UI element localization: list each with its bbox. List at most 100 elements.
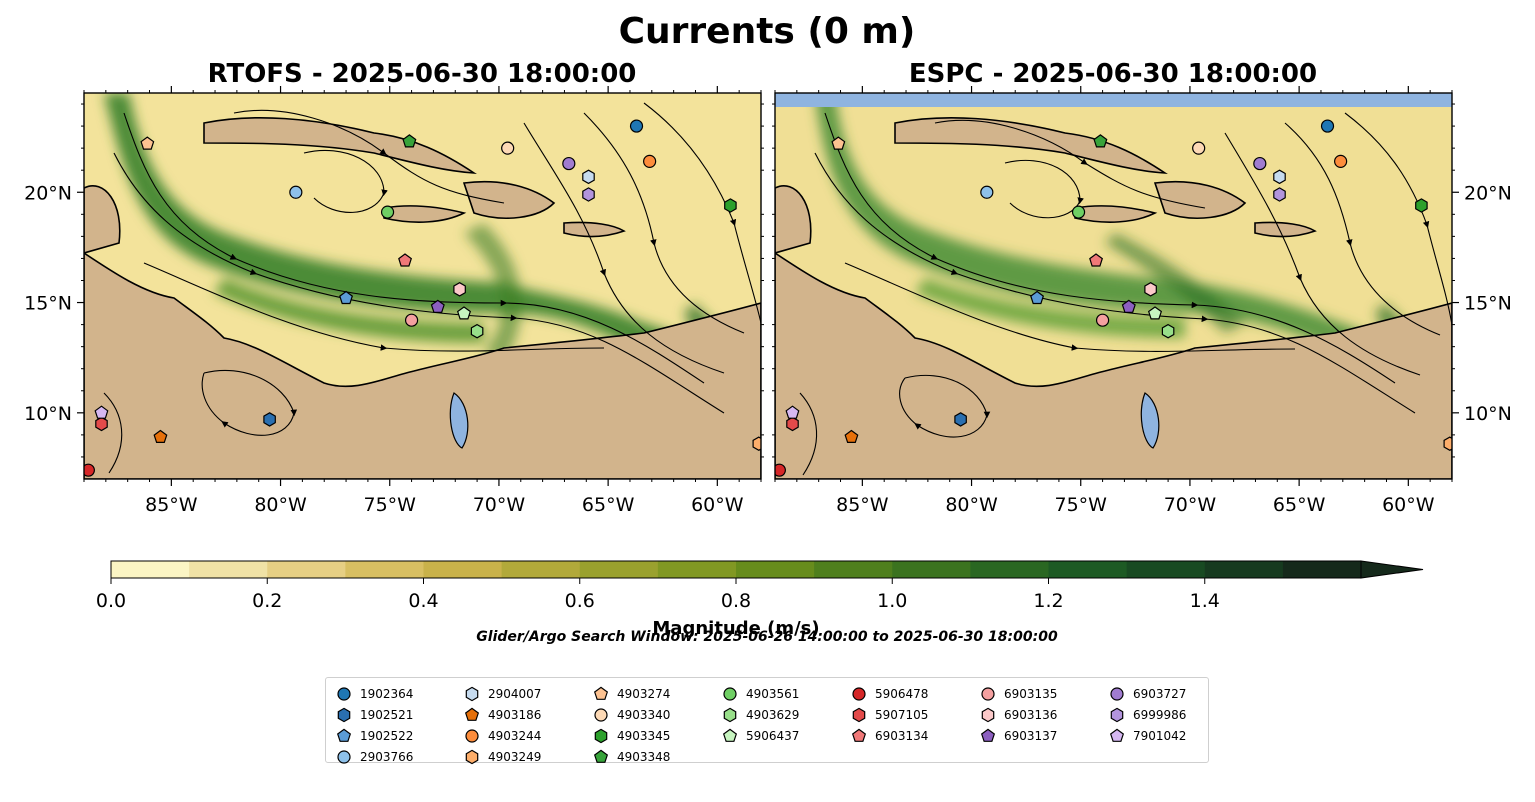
legend-marker-pentagon — [851, 728, 867, 742]
legend-item: 2903766 — [336, 746, 413, 767]
legend-marker-hexagon — [337, 707, 351, 722]
lat-tick-label: 10°N — [1464, 403, 1512, 425]
legend-marker-pentagon — [593, 686, 609, 700]
legend-label: 4903348 — [617, 749, 671, 764]
legend-marker-pentagon — [980, 728, 996, 742]
colorbar-tick-label: 0.4 — [408, 590, 438, 612]
legend-marker-pentagon — [464, 707, 480, 721]
float-marker-7901042 — [94, 405, 109, 419]
legend-marker-circle — [337, 749, 351, 764]
legend-marker-circle — [337, 686, 351, 701]
float-marker-1902521 — [263, 412, 276, 427]
float-marker-5907105 — [95, 416, 108, 432]
legend-column: 4903561 4903629 5906437 — [722, 683, 799, 746]
float-marker-6903136 — [1144, 282, 1157, 297]
lon-tick-label: 75°W — [364, 494, 417, 516]
legend-label: 1902521 — [360, 707, 414, 722]
legend-marker-circle — [594, 707, 608, 722]
search-window-text: Glider/Argo Search Window: 2025-06-26 14… — [476, 629, 1058, 645]
colorbar-swatch — [501, 561, 581, 578]
float-marker-1902522 — [1030, 290, 1045, 305]
colorbar-swatch — [267, 561, 346, 578]
lon-ticks: 85°W 80°W 75°W 70°W 65°W 60°W — [83, 86, 762, 516]
float-marker-4903186 — [153, 429, 168, 443]
lon-tick-label: 80°W — [254, 494, 307, 516]
colorbar-swatch — [1048, 561, 1128, 578]
legend-marker-circle — [465, 728, 479, 743]
float-legend: 1902364 1902521 1902522 2903766 2904007 49031… — [325, 677, 1209, 764]
float-marker-4903249 — [1443, 436, 1452, 451]
float-marker-6903136 — [453, 282, 466, 297]
float-marker-4903186 — [844, 429, 859, 443]
float-marker-5906478 — [84, 463, 95, 477]
float-marker-4903244 — [643, 154, 657, 168]
colorbar: 0.0 0.2 0.4 0.6 0.8 1.0 1.2 1.4 Magnitude (m/s)… — [96, 560, 1424, 645]
legend-label: 1902522 — [360, 728, 414, 743]
legend-item: 4903340 — [593, 704, 670, 725]
legend-item: 5906437 — [722, 725, 799, 746]
colorbar-swatch — [345, 561, 424, 578]
float-marker-1902521 — [954, 412, 967, 427]
colorbar-swatch — [736, 561, 815, 578]
legend-marker-hexagon — [723, 707, 737, 722]
float-marker-1902364 — [629, 119, 644, 133]
float-marker-6903137 — [1121, 299, 1136, 313]
legend-marker-hexagon — [981, 707, 995, 722]
legend-column: 1902364 1902521 1902522 2903766 — [336, 683, 413, 767]
legend-label: 4903274 — [617, 686, 671, 701]
legend-marker-hexagon — [1110, 707, 1124, 722]
lakes — [1140, 392, 1160, 449]
float-marker-5906437 — [1147, 306, 1163, 320]
colorbar-swatch — [657, 561, 737, 578]
legend-marker-pentagon — [336, 728, 352, 742]
float-marker-1902364 — [1320, 119, 1335, 133]
legend-label: 4903340 — [617, 707, 671, 722]
float-marker-6903135 — [1095, 313, 1110, 327]
legend-item: 4903186 — [464, 704, 541, 725]
map-frame — [774, 92, 1453, 480]
legend-label: 6999986 — [1133, 707, 1187, 722]
colorbar-swatch — [970, 561, 1049, 578]
legend-label: 4903345 — [617, 728, 671, 743]
float-marker-4903348 — [402, 134, 417, 148]
float-marker-4903561 — [1071, 205, 1086, 219]
legend-label: 6903137 — [1004, 728, 1058, 743]
legend-item: 4903629 — [722, 704, 799, 725]
colorbar-tick-label: 0.6 — [565, 590, 595, 612]
legend-item: 6903137 — [980, 725, 1057, 746]
legend-marker-circle — [852, 686, 866, 701]
float-marker-5906437 — [456, 306, 472, 320]
map-frame — [83, 92, 762, 480]
colorbar-tick-label: 0.0 — [96, 590, 126, 612]
float-marker-4903345 — [724, 198, 737, 213]
legend-label: 4903244 — [488, 728, 542, 743]
lon-tick-label: 60°W — [691, 494, 744, 516]
lon-tick-label: 65°W — [1273, 494, 1326, 516]
legend-label: 4903249 — [488, 749, 542, 764]
lon-tick-label: 70°W — [473, 494, 526, 516]
float-marker-4903345 — [1415, 198, 1428, 213]
legend-item: 4903348 — [593, 746, 670, 767]
lon-tick-label: 75°W — [1055, 494, 1108, 516]
legend-label: 4903186 — [488, 707, 542, 722]
float-markers — [775, 119, 1452, 477]
float-marker-4903244 — [1334, 154, 1348, 168]
lon-tick-label: 70°W — [1164, 494, 1217, 516]
legend-label: 1902364 — [360, 686, 414, 701]
panel-title: ESPC - 2025-06-30 18:00:00 — [909, 59, 1317, 89]
lat-tick-label: 15°N — [1464, 293, 1512, 315]
float-marker-4903561 — [380, 205, 395, 219]
legend-marker-hexagon — [465, 686, 479, 701]
colorbar-swatch — [423, 561, 503, 578]
legend-marker-circle — [723, 686, 737, 701]
lat-tick-label: 10°N — [24, 403, 72, 425]
legend-column: 5906478 5907105 6903134 — [851, 683, 928, 746]
legend-marker-pentagon — [722, 728, 738, 742]
legend-marker-hexagon — [465, 749, 479, 764]
legend-marker-hexagon — [852, 707, 866, 722]
map-panel-espc: ESPC - 2025-06-30 18:00:00 — [772, 59, 1512, 516]
panel-title: RTOFS - 2025-06-30 18:00:00 — [208, 59, 637, 89]
float-marker-2903766 — [289, 185, 303, 199]
legend-label: 5906437 — [746, 728, 800, 743]
legend-label: 2904007 — [488, 686, 542, 701]
